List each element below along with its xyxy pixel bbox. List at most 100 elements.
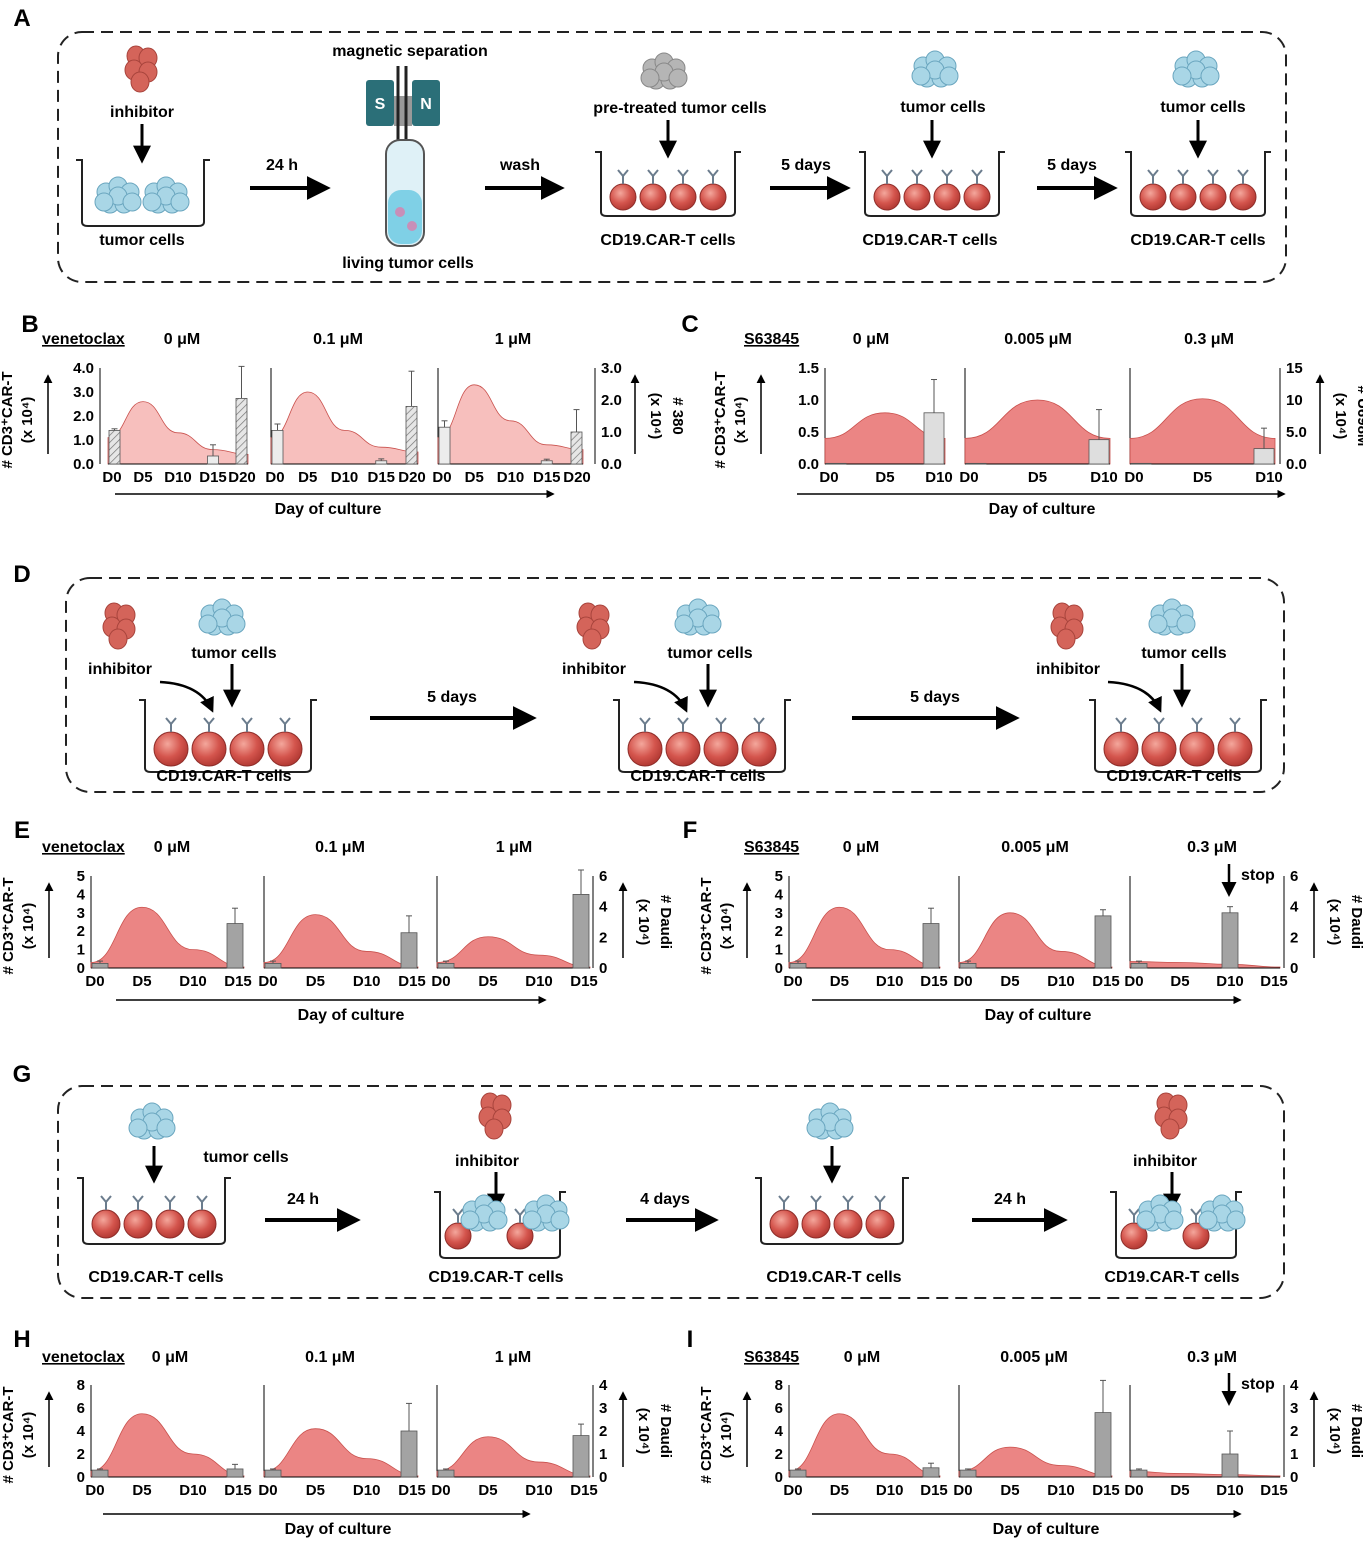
left-axis-title: # CD3⁺CAR-T [712,371,729,468]
right-tick-label: 1 [1290,1446,1298,1463]
cluster-cell [170,192,190,212]
car-t-area [1129,961,1281,969]
right-axis-unit: (x 10⁴) [1326,899,1343,946]
left-tick-label: 0.0 [798,456,819,473]
car-t-area [1129,398,1276,465]
label-tumor: tumor cells [900,99,985,116]
car-receptor [758,717,765,725]
x-tick-label: D0 [1124,469,1143,486]
dashed-frame [57,31,1287,283]
tumor-bar [922,923,940,969]
car-receptor [105,1195,112,1203]
car-t-area [1129,1470,1281,1478]
x-tick-label: D5 [830,973,849,990]
tumor-cluster-icon [1198,1194,1246,1232]
car-receptor [941,169,948,177]
cluster-cell [911,66,931,86]
car-receptor [284,717,291,725]
x-tick-label: D10 [1255,469,1283,486]
panel-label-c: C [681,311,698,338]
condition-label: 0.3 μM [1187,1349,1237,1366]
car-t-body [933,183,961,211]
cluster-cell [939,66,959,86]
tumor-bar [789,963,807,969]
label-cart: CD19.CAR-T cells [862,232,997,249]
car-receptor [170,717,177,725]
right-tick-label: 6 [599,868,607,885]
x-tick-label: D10 [164,469,192,486]
label-cart: CD19.CAR-T cells [156,768,291,785]
x-axis-title: Day of culture [298,1007,405,1024]
x-axis-title: Day of culture [989,501,1096,518]
car-receptor [783,1195,790,1203]
x-tick-label: D0 [1124,1482,1143,1499]
right-tick-label: 3.0 [601,360,622,377]
car-t-cell-icon [155,1195,185,1239]
label-cart: CD19.CAR-T cells [600,232,735,249]
car-t-body [741,731,777,767]
left-tick-label: 1.0 [798,392,819,409]
inhibitor-sphere [1056,628,1076,650]
label-tumor: tumor cells [191,645,276,662]
car-t-cell-icon [769,1195,799,1239]
right-axis-title: # Daudi [1348,895,1363,949]
car-t-body [123,1209,153,1239]
x-tick-label: D0 [85,1482,104,1499]
inhibitor-icon [1050,602,1084,650]
left-axis-unit: (x 10⁴) [20,903,37,950]
car-t-cell-icon [267,717,303,767]
x-tick-label: D0 [102,469,121,486]
x-tick-label: D15 [398,1482,426,1499]
tumor-bar [375,460,388,465]
left-tick-label: 3.0 [73,384,94,401]
x-tick-label: D10 [497,469,525,486]
label-tumor-cells: tumor cells [99,232,184,249]
car-receptor [1177,169,1184,177]
left-tick-label: 5 [775,868,783,885]
label-inhibitor: inhibitor [1133,1153,1197,1170]
x-tick-label: D10 [925,469,953,486]
right-axis-unit: (x 10⁴) [1326,1408,1343,1455]
car-t-cell-icon [1120,1208,1148,1250]
label-cart: CD19.CAR-T cells [428,1269,563,1286]
condition-label: 0.3 μM [1187,839,1237,856]
condition-label: 1 μM [495,331,531,348]
x-tick-label: D10 [353,973,381,990]
tumor-bar [437,963,455,969]
label-living-tumor-cells: living tumor cells [342,255,474,272]
tumor-bar [1130,462,1152,465]
tumor-bar [922,1467,940,1478]
car-t-body [1139,183,1167,211]
right-tick-label: 2 [1290,929,1298,946]
arrow-label: 24 h [287,1191,319,1208]
car-receptor [241,717,248,725]
car-receptor [879,1195,886,1203]
tumor-bar [1130,963,1148,969]
inhibitor-sphere [108,628,128,650]
condition-label: 0.005 μM [1001,839,1069,856]
panel-label-a: A [13,5,30,32]
tumor-bar [1253,448,1275,465]
car-receptor [1153,717,1160,725]
car-t-cell-icon [627,717,663,767]
cluster-cell [198,614,218,634]
tumor-cluster-icon [806,1102,854,1140]
x-tick-label: D10 [179,973,207,990]
car-receptor [519,1208,526,1216]
right-tick-label: 4 [1290,1377,1299,1394]
car-receptor [881,169,888,177]
left-tick-label: 1 [775,942,783,959]
left-axis-unit: (x 10⁴) [718,1412,735,1459]
left-tick-label: 5 [77,868,85,885]
tumor-cluster-icon [94,176,142,214]
cluster-cell [550,1210,570,1230]
cluster-cell [834,1118,854,1138]
tumor-bar [271,429,284,465]
left-tick-label: 8 [775,1377,783,1394]
tumor-bar [226,923,244,969]
car-t-cell-icon [741,717,777,767]
x-tick-label: D10 [331,469,359,486]
right-axis-title: # Daudi [657,895,674,949]
condition-label: 0 μM [154,839,190,856]
